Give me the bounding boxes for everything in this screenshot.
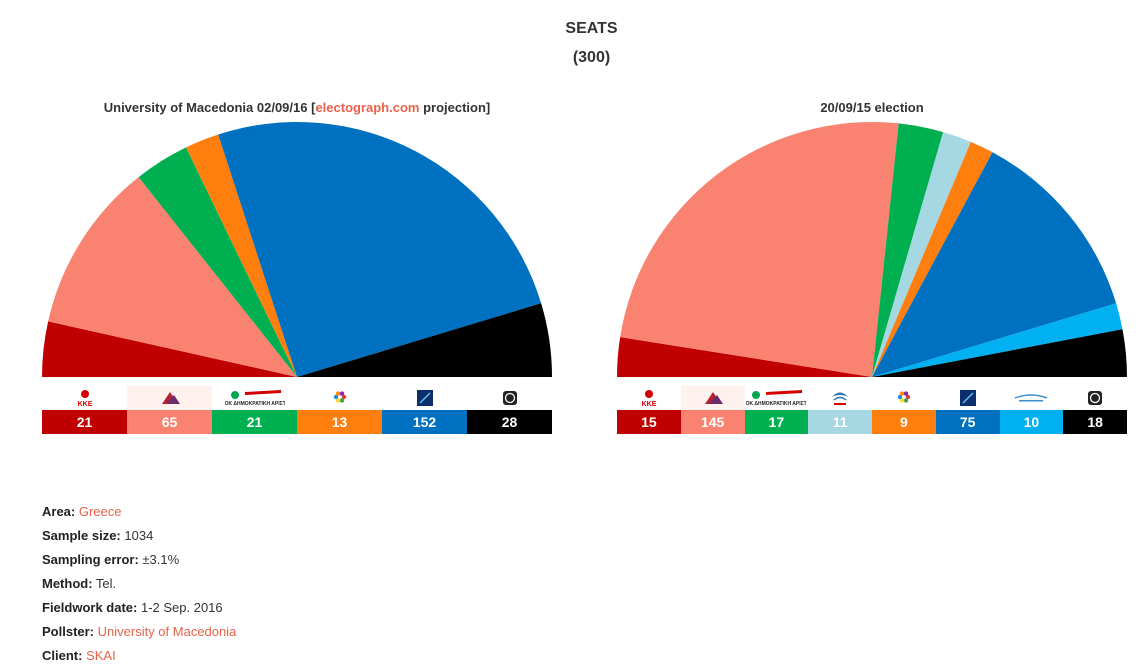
detail-label: Fieldwork date: xyxy=(42,600,138,615)
svg-text:ΠΑΣΟΚ ΔΗΜΟΚΡΑΤΙΚΗ ΑΡΙΣΤΕΡΑ: ΠΑΣΟΚ ΔΗΜΟΚΡΑΤΙΚΗ ΑΡΙΣΤΕΡΑ xyxy=(225,401,285,407)
seat-count-row: 21 65 21 13 152 28 xyxy=(42,410,552,434)
panel-title: University of Macedonia 02/09/16 [electo… xyxy=(42,100,552,115)
detail-label: Pollster: xyxy=(42,624,95,639)
seat-count-label: 11 xyxy=(808,410,872,434)
party-logo-cell xyxy=(680,386,745,410)
syriza-logo-icon xyxy=(704,392,723,404)
seat-count-label: 17 xyxy=(744,410,809,434)
seat-count-label: 21 xyxy=(42,410,127,434)
union-centrists-logo-icon xyxy=(897,391,911,403)
detail-label: Sample size: xyxy=(42,528,121,543)
seat-slice-pasok-dimar xyxy=(872,123,944,377)
party-logo-cell xyxy=(872,386,936,410)
detail-value: Tel. xyxy=(92,576,117,591)
party-logo-cell xyxy=(1063,386,1127,410)
detail-label: Method: xyxy=(42,576,93,591)
party-logo-cell xyxy=(999,386,1064,410)
seat-slice-golden-dawn xyxy=(872,329,1127,377)
seat-hemicycle xyxy=(617,122,1127,377)
party-logo-row: KKE ΠΑΣΟΚ ΔΗΜΟΚΡΑΤΙΚΗ ΑΡΙΣΤΕΡΑ xyxy=(617,386,1127,410)
panel-title-prefix: University of Macedonia 02/09/16 [ xyxy=(103,100,316,115)
seat-count-label: 10 xyxy=(999,410,1064,434)
detail-label: Sampling error: xyxy=(42,552,139,567)
panel-title-prefix: 20/09/15 election xyxy=(820,100,924,115)
kke-logo-icon: KKE xyxy=(77,390,92,408)
party-logo-cell: ΠΑΣΟΚ ΔΗΜΟΚΡΑΤΙΚΗ ΑΡΙΣΤΕΡΑ xyxy=(744,386,809,410)
union-centrists-logo-icon xyxy=(333,391,346,403)
pasok-dimar-logo-icon: ΠΑΣΟΚ ΔΗΜΟΚΡΑΤΙΚΗ ΑΡΙΣΤΕΡΑ xyxy=(746,390,806,407)
seat-slice-potami xyxy=(872,132,971,377)
seat-count-label: 13 xyxy=(297,410,382,434)
seat-slice-syriza xyxy=(48,177,297,377)
seat-slice-kke xyxy=(42,321,297,377)
seat-slice-golden-dawn xyxy=(297,303,552,377)
seat-count-label: 9 xyxy=(872,410,936,434)
detail-row: Sampling error: ±3.1% xyxy=(42,548,236,572)
party-logo-cell: KKE xyxy=(42,386,127,410)
seat-count-label: 28 xyxy=(467,410,552,434)
seat-slice-union-centrists xyxy=(186,134,297,377)
nd-logo-icon xyxy=(416,390,433,406)
detail-value: ±3.1% xyxy=(138,552,180,567)
panel-poll-projection: University of Macedonia 02/09/16 [electo… xyxy=(42,100,552,440)
seat-slice-pasok-dimar xyxy=(138,147,297,377)
detail-row: Sample size: 1034 xyxy=(42,524,236,548)
seat-count-label: 65 xyxy=(127,410,212,434)
seat-slice-kke xyxy=(617,337,872,377)
party-logo-cell xyxy=(382,386,467,410)
party-logo-cell xyxy=(935,386,1000,410)
golden-dawn-logo-icon xyxy=(1088,391,1103,405)
seat-slice-union-centrists xyxy=(872,141,993,377)
party-logo-cell: KKE xyxy=(617,386,681,410)
party-logo-cell xyxy=(808,386,872,410)
seat-count-label: 15 xyxy=(617,410,681,434)
party-logo-cell xyxy=(297,386,382,410)
kke-logo-icon: KKE xyxy=(641,390,657,408)
party-logo-cell: ΠΑΣΟΚ ΔΗΜΟΚΡΑΤΙΚΗ ΑΡΙΣΤΕΡΑ xyxy=(212,386,297,410)
detail-row: Pollster: University of Macedonia xyxy=(42,620,236,644)
golden-dawn-logo-icon xyxy=(502,391,517,405)
seat-count-label: 75 xyxy=(935,410,1000,434)
party-logo-row: KKE ΠΑΣΟΚ ΔΗΜΟΚΡΑΤΙΚΗ ΑΡΙΣΤΕΡΑ xyxy=(42,386,552,410)
detail-value[interactable]: University of Macedonia xyxy=(94,624,237,639)
seat-slice-nd xyxy=(872,152,1117,377)
seat-count-label: 21 xyxy=(212,410,297,434)
subtitle: (300) xyxy=(572,49,611,66)
potami-logo-icon xyxy=(832,392,849,405)
panel-title-suffix: projection] xyxy=(419,100,491,115)
seat-slice-nd xyxy=(218,121,542,377)
detail-value: 1-2 Sep. 2016 xyxy=(137,600,223,615)
electograph-link[interactable]: electograph.com xyxy=(315,100,420,115)
seat-slice-anel xyxy=(872,303,1123,377)
seat-count-label: 18 xyxy=(1063,410,1127,434)
seat-count-row: 15 145 17 11 9 75 10 18 xyxy=(617,410,1127,434)
party-logo-cell xyxy=(467,386,552,410)
svg-text:ΠΑΣΟΚ ΔΗΜΟΚΡΑΤΙΚΗ ΑΡΙΣΤΕΡΑ: ΠΑΣΟΚ ΔΗΜΟΚΡΑΤΙΚΗ ΑΡΙΣΤΕΡΑ xyxy=(746,401,806,407)
party-logo-cell xyxy=(127,386,212,410)
detail-value: 1034 xyxy=(120,528,154,543)
detail-row: Method: Tel. xyxy=(42,572,236,596)
detail-row: Fieldwork date: 1-2 Sep. 2016 xyxy=(42,596,236,620)
detail-row: Client: SKAI xyxy=(42,644,236,668)
detail-row: Area: Greece xyxy=(42,500,236,524)
pasok-dimar-logo-icon: ΠΑΣΟΚ ΔΗΜΟΚΡΑΤΙΚΗ ΑΡΙΣΤΕΡΑ xyxy=(225,390,285,407)
syriza-logo-icon xyxy=(161,392,180,404)
detail-label: Area: xyxy=(42,504,76,519)
title: SEATS xyxy=(565,20,618,37)
detail-value[interactable]: Greece xyxy=(75,504,122,519)
nd-logo-icon xyxy=(959,390,976,406)
seat-slice-syriza xyxy=(620,122,899,377)
svg-text:KKE: KKE xyxy=(641,401,656,408)
anel-logo-icon xyxy=(1015,394,1048,402)
panel-election-result: 20/09/15 election KKE ΠΑΣΟΚ ΔΗΜΟΚΡΑΤΙΚΗ Α… xyxy=(617,100,1127,440)
chart-main-title: SEATS (300) xyxy=(0,14,1148,72)
seat-count-label: 152 xyxy=(382,410,467,434)
panel-title: 20/09/15 election xyxy=(617,100,1127,115)
poll-details: Area: Greece Sample size: 1034 Sampling er… xyxy=(42,500,236,668)
seat-count-label: 145 xyxy=(680,410,745,434)
seat-hemicycle xyxy=(42,121,552,377)
svg-text:KKE: KKE xyxy=(77,401,92,408)
